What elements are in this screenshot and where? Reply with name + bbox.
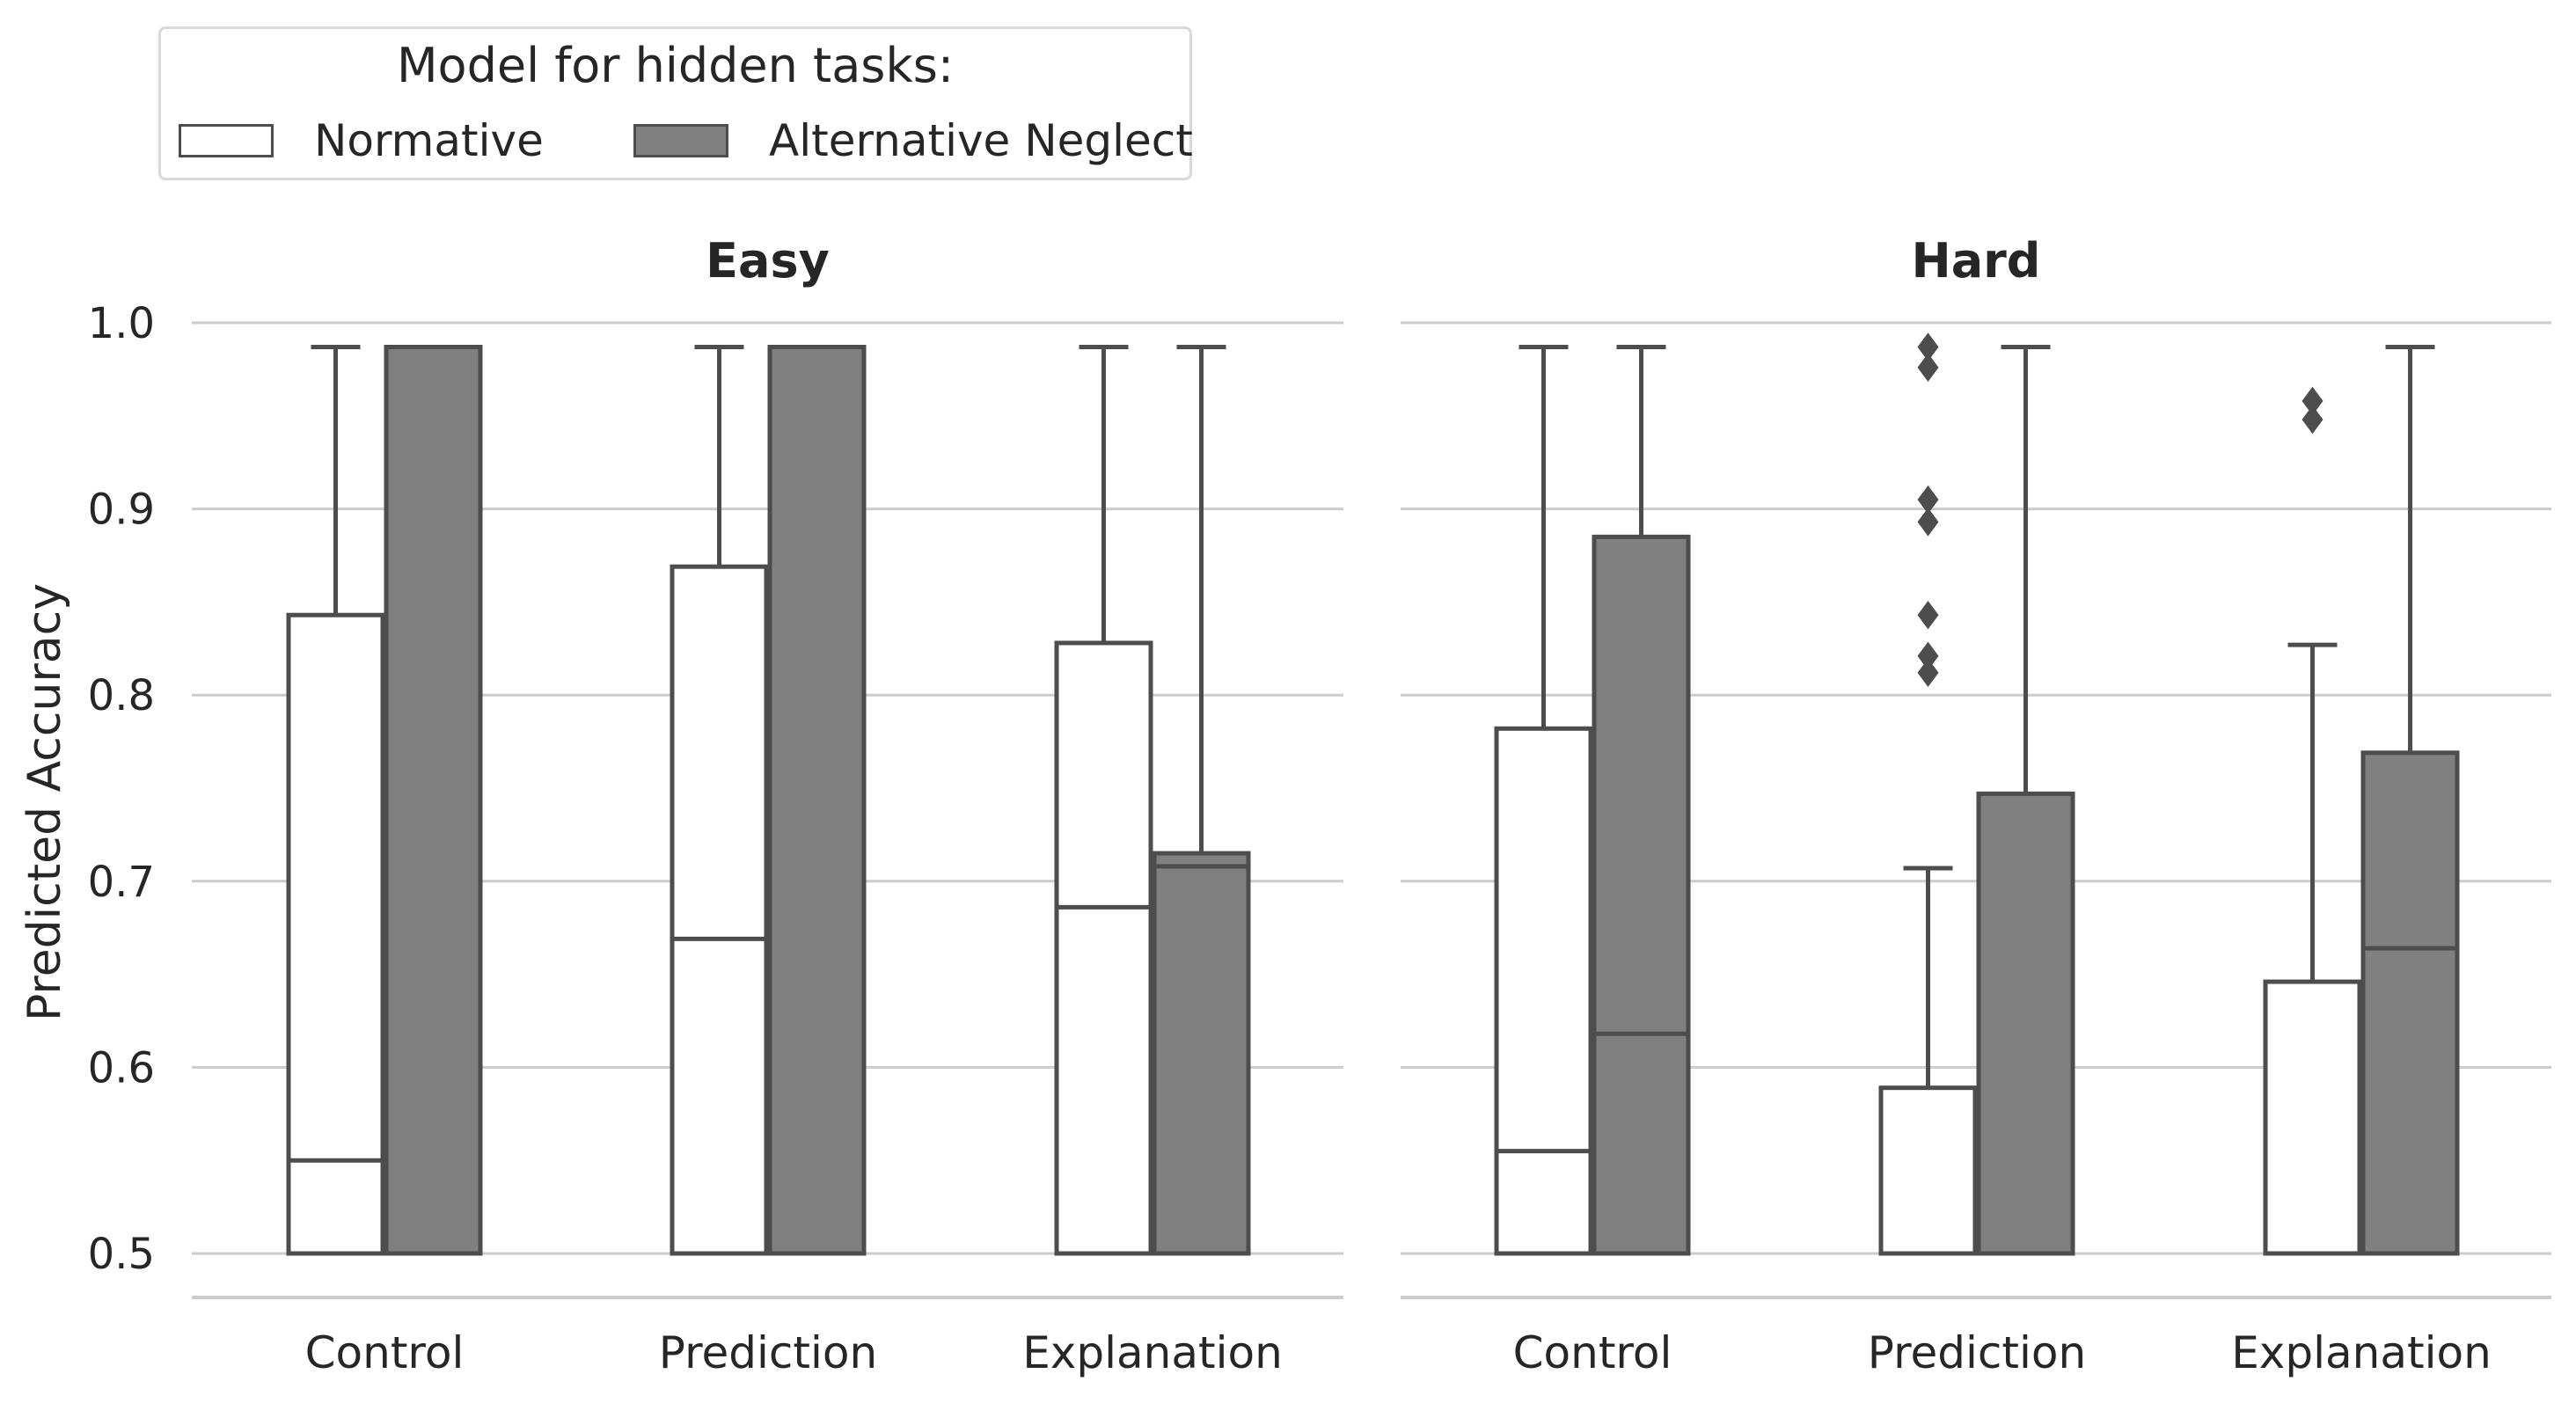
easy-prediction-normative-box (670, 564, 769, 1256)
legend-label-normative: Normative (314, 115, 544, 166)
y-tick-label-1-0: 1.0 (88, 299, 155, 348)
hard-explanation-normative-box (2263, 979, 2362, 1256)
y-tick-label-0-9: 0.9 (88, 486, 155, 535)
hard-x-tick-label-explanation: Explanation (2231, 1327, 2492, 1378)
y-axis-label: Predicted Accuracy (18, 583, 71, 1021)
easy-explanation-alternative-neglect-box (1152, 851, 1251, 1256)
y-tick-label-0-5: 0.5 (88, 1230, 155, 1279)
legend-item-alternative-neglect: Alternative Neglect (633, 115, 1193, 166)
hard-prediction-normative-box (1878, 1085, 1978, 1256)
easy-explanation-normative-box (1054, 640, 1153, 1256)
easy-x-tick-label-control: Control (305, 1327, 465, 1378)
hard-prediction-normative-flier-4 (1917, 601, 1939, 630)
hard-panel-title: Hard (1912, 233, 2041, 289)
easy-panel-title: Easy (706, 233, 830, 289)
legend-swatch-alternative-neglect (633, 124, 728, 157)
easy-x-tick-label-prediction: Prediction (659, 1327, 877, 1378)
easy-x-tick-label-explanation: Explanation (1022, 1327, 1283, 1378)
hard-prediction-normative-flier-5 (1917, 641, 1939, 670)
hard-x-tick-label-control: Control (1513, 1327, 1672, 1378)
hard-prediction-normative-flier-2 (1917, 485, 1939, 515)
legend-item-normative: Normative (179, 115, 544, 166)
hard-control-normative-box (1494, 726, 1593, 1256)
legend: Model for hidden tasks: Normative Altern… (158, 26, 1193, 180)
y-tick-label-0-8: 0.8 (88, 671, 155, 720)
y-tick-label-0-6: 0.6 (88, 1043, 155, 1092)
legend-title: Model for hidden tasks: (396, 38, 955, 93)
hard-control-alternative-neglect-box (1592, 534, 1691, 1256)
hard-prediction-normative-flier-0 (1917, 332, 1939, 362)
hard-prediction-normative-flier-6 (1917, 658, 1939, 688)
hard-prediction-alternative-neglect-box (1976, 791, 2075, 1256)
hard-x-tick-label-prediction: Prediction (1868, 1327, 2086, 1378)
easy-control-alternative-neglect-box (384, 345, 483, 1256)
legend-label-alternative-neglect: Alternative Neglect (769, 115, 1193, 166)
y-tick-label-0-7: 0.7 (88, 858, 155, 907)
easy-prediction-alternative-neglect-box (767, 345, 867, 1256)
hard-explanation-normative-flier-1 (2302, 405, 2324, 435)
hard-explanation-alternative-neglect-box (2360, 750, 2460, 1256)
hard-prediction-normative-flier-3 (1917, 508, 1939, 537)
legend-swatch-normative (179, 124, 274, 157)
hard-explanation-normative-flier-0 (2302, 386, 2324, 416)
hard-prediction-normative-flier-1 (1917, 353, 1939, 382)
easy-control-normative-box (286, 612, 385, 1256)
